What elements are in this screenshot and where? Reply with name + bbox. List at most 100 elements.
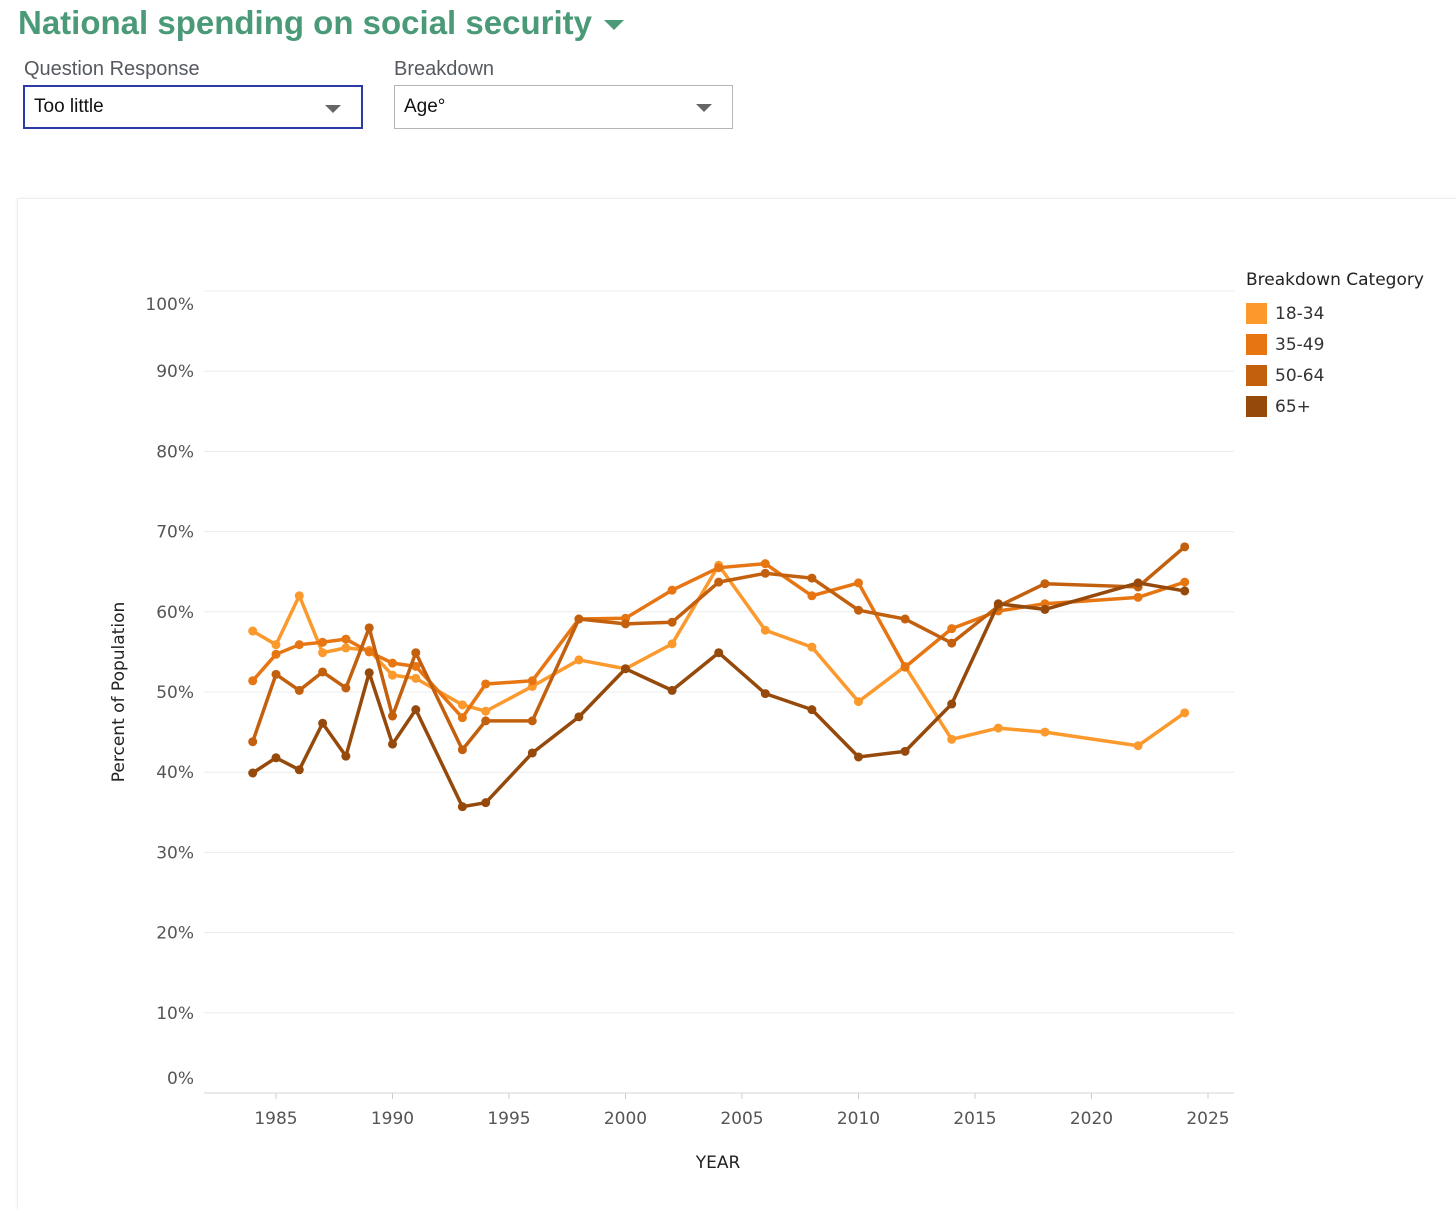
data-point-50-64 (947, 638, 957, 648)
data-point-50-64 (457, 745, 467, 755)
caret-down-icon (603, 20, 624, 30)
legend-item-18-34[interactable]: 18-34 (1246, 298, 1424, 329)
data-point-35-49 (527, 676, 537, 686)
data-point-35-49 (318, 637, 328, 647)
view-title-dropdown[interactable]: National spending on social security (18, 4, 624, 42)
legend-label: 65+ (1275, 396, 1311, 417)
data-point-35-49 (1133, 592, 1143, 602)
data-point-18-34 (1040, 727, 1050, 737)
data-point-65+ (1040, 604, 1050, 614)
data-point-35-49 (341, 634, 351, 644)
data-point-35-49 (388, 658, 397, 668)
data-point-35-49 (457, 713, 467, 723)
data-point-65+ (271, 753, 281, 763)
x-tick-label: 1990 (371, 1109, 414, 1129)
legend-swatch (1246, 396, 1267, 417)
y-tick-label: 30% (156, 843, 194, 863)
chart-card (17, 198, 1456, 1209)
breakdown-value: Age° (404, 96, 446, 117)
data-point-50-64 (1040, 579, 1050, 589)
data-point-50-64 (621, 619, 630, 629)
y-tick-label: 40% (156, 763, 194, 783)
data-point-35-49 (760, 559, 770, 569)
legend-label: 50-64 (1275, 365, 1325, 386)
data-point-18-34 (341, 643, 351, 653)
data-point-65+ (388, 739, 397, 749)
data-point-35-49 (271, 649, 281, 659)
data-point-18-34 (481, 706, 491, 716)
question-response-label: Question Response (24, 58, 200, 80)
x-tick-label: 2020 (1070, 1109, 1113, 1129)
data-point-35-49 (248, 676, 258, 686)
data-point-35-49 (411, 661, 421, 671)
data-point-35-49 (854, 578, 863, 588)
x-tick-label: 2010 (837, 1109, 880, 1129)
y-tick-label: 70% (156, 523, 194, 543)
data-point-35-49 (481, 679, 491, 689)
data-point-65+ (993, 599, 1003, 609)
data-point-18-34 (1180, 708, 1190, 718)
data-point-18-34 (248, 626, 258, 636)
data-point-65+ (947, 699, 957, 709)
data-point-65+ (481, 798, 491, 808)
data-point-65+ (341, 751, 351, 761)
y-tick-label: 50% (156, 683, 194, 703)
data-point-50-64 (667, 617, 677, 627)
data-point-65+ (411, 705, 421, 715)
legend-swatch (1246, 303, 1267, 324)
data-point-50-64 (294, 685, 304, 695)
data-point-65+ (318, 718, 328, 728)
y-tick-label: 60% (156, 603, 194, 623)
question-response-select[interactable]: Too little (23, 85, 363, 129)
data-point-35-49 (667, 585, 677, 595)
data-point-50-64 (411, 648, 421, 658)
data-point-18-34 (457, 700, 467, 710)
data-point-50-64 (714, 577, 724, 587)
breakdown-label: Breakdown (394, 58, 495, 80)
data-point-18-34 (318, 648, 328, 658)
chevron-down-icon (696, 104, 712, 112)
data-point-35-49 (364, 647, 374, 657)
legend-title: Breakdown Category (1246, 270, 1424, 290)
y-tick-label: 100% (145, 295, 194, 315)
legend-item-50-64[interactable]: 50-64 (1246, 360, 1424, 391)
data-point-65+ (1133, 578, 1143, 588)
data-point-35-49 (947, 624, 957, 634)
x-tick-label: 1985 (254, 1109, 297, 1129)
chevron-down-icon (325, 105, 341, 113)
data-point-18-34 (1133, 741, 1143, 751)
data-point-18-34 (760, 625, 770, 635)
data-point-18-34 (993, 723, 1003, 733)
legend-item-65+[interactable]: 65+ (1246, 391, 1424, 422)
data-point-65+ (294, 765, 304, 775)
data-point-50-64 (760, 568, 770, 578)
series-line-50-64 (251, 545, 1186, 752)
data-point-50-64 (318, 667, 328, 677)
legend-label: 18-34 (1275, 303, 1325, 324)
data-point-65+ (248, 768, 258, 778)
data-point-50-64 (574, 614, 584, 624)
data-point-18-34 (294, 591, 304, 601)
page-title: National spending on social security (18, 4, 592, 41)
x-tick-label: 2005 (720, 1109, 763, 1129)
data-point-65+ (714, 648, 724, 658)
legend-item-35-49[interactable]: 35-49 (1246, 329, 1424, 360)
x-tick-label: 2015 (953, 1109, 996, 1129)
y-tick-label: 0% (167, 1069, 194, 1089)
data-point-65+ (760, 689, 770, 699)
data-point-35-49 (294, 640, 304, 650)
data-point-18-34 (667, 639, 677, 649)
legend: Breakdown Category 18-34 35-49 50-64 65+ (1246, 270, 1424, 422)
data-point-50-64 (341, 683, 351, 693)
breakdown-select[interactable]: Age° (394, 85, 733, 129)
data-point-65+ (900, 746, 910, 756)
x-tick-label: 2025 (1186, 1109, 1229, 1129)
data-point-65+ (854, 752, 863, 762)
y-tick-label: 20% (156, 924, 194, 944)
data-point-18-34 (271, 640, 281, 650)
y-tick-label: 10% (156, 1004, 194, 1024)
data-point-50-64 (1180, 542, 1190, 552)
data-point-50-64 (481, 716, 491, 726)
data-point-35-49 (807, 591, 817, 601)
series-line-65+ (251, 581, 1185, 809)
